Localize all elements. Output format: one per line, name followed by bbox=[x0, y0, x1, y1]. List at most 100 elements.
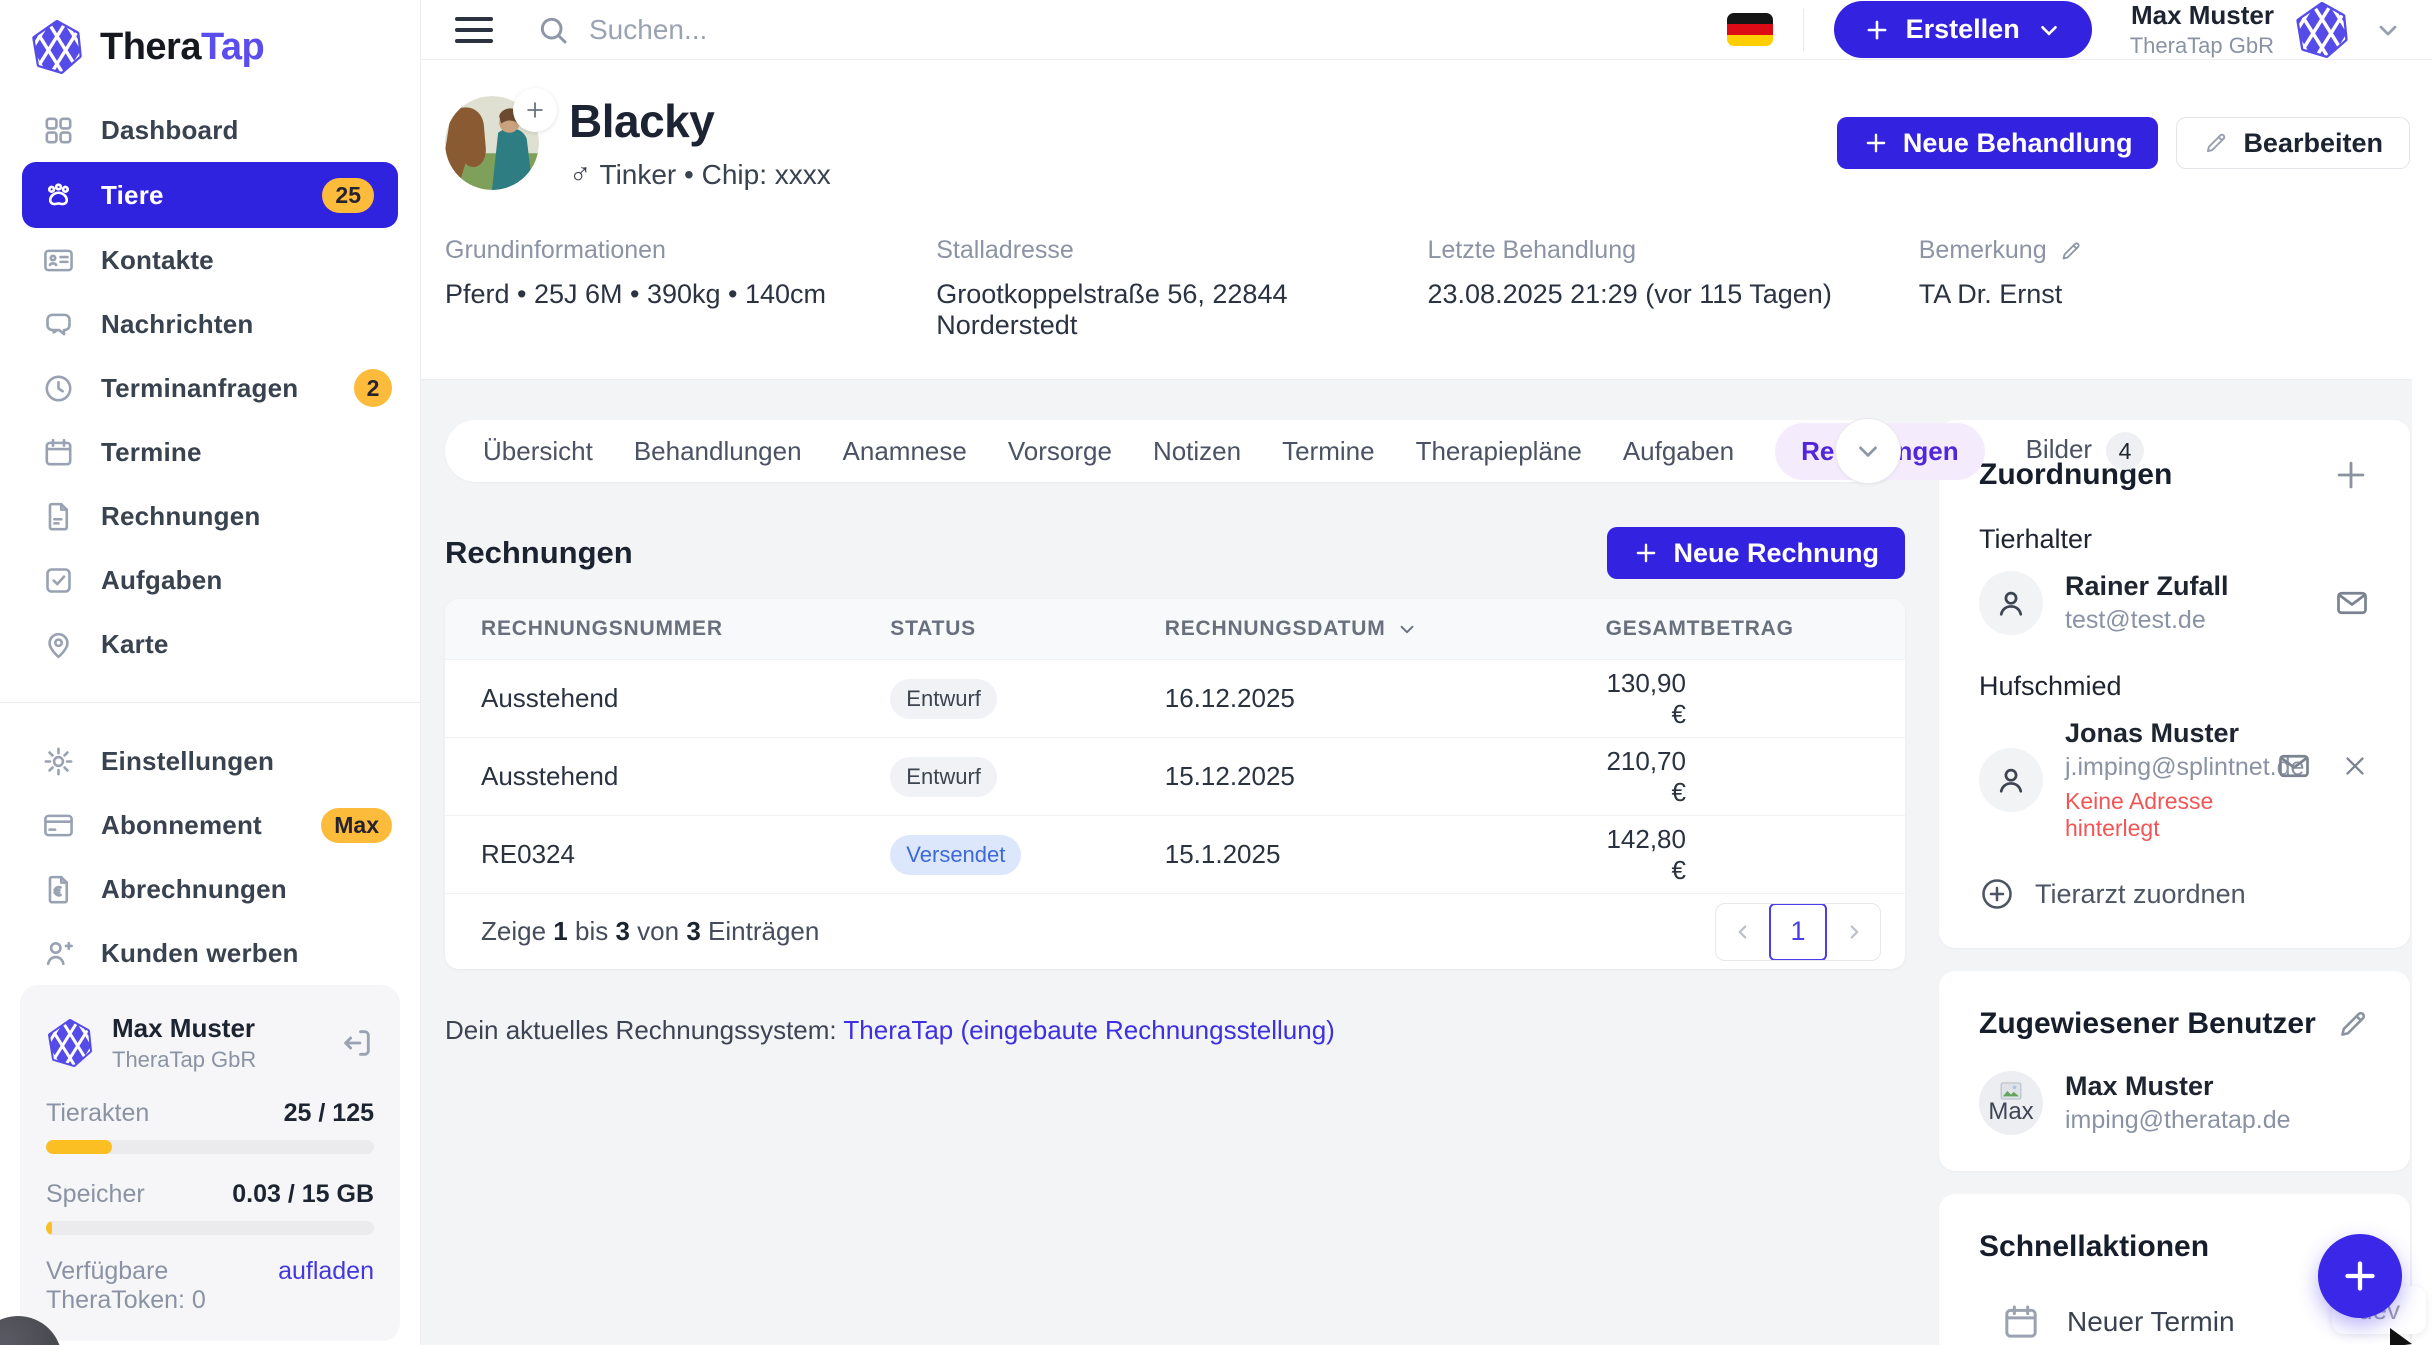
paw-icon bbox=[42, 179, 75, 212]
pencil-icon bbox=[2203, 130, 2229, 156]
sidebar-item-abonnement[interactable]: Abonnement Max bbox=[0, 793, 420, 857]
info-grundinformationen: Grundinformationen Pferd • 25J 6M • 390k… bbox=[445, 236, 827, 309]
search-input[interactable] bbox=[589, 13, 1149, 46]
person-email: test@test.de bbox=[2065, 606, 2206, 634]
pagination: 1 bbox=[1715, 902, 1881, 961]
create-button[interactable]: Erstellen bbox=[1833, 1, 2092, 58]
tab-termine[interactable]: Termine bbox=[1282, 435, 1375, 466]
role-label-tierhalter: Tierhalter bbox=[1979, 524, 2093, 554]
info-bemerkung: Bemerkung TA Dr. Ernst bbox=[1919, 236, 2410, 341]
edit-assigned-user-icon[interactable] bbox=[2336, 1007, 2370, 1041]
sidebar-item-kontakte[interactable]: Kontakte bbox=[0, 228, 420, 292]
status-badge: Entwurf bbox=[890, 756, 997, 797]
calendar-icon bbox=[2001, 1302, 2041, 1342]
add-assignment-icon[interactable] bbox=[2332, 456, 2370, 494]
next-page-button[interactable] bbox=[1827, 904, 1880, 960]
tab-uebersicht[interactable]: Übersicht bbox=[483, 435, 593, 466]
invoices-table-header: RECHNUNGSNUMMER STATUS RECHNUNGSDATUM GE… bbox=[445, 599, 1905, 659]
pencil-icon[interactable] bbox=[2059, 239, 2083, 263]
aufladen-link[interactable]: aufladen bbox=[278, 1257, 374, 1285]
sidebar-nav: Dashboard Tiere 25 Kontakte Nachrichten … bbox=[0, 98, 420, 985]
remove-icon[interactable] bbox=[2340, 751, 2370, 781]
search-icon bbox=[537, 14, 569, 46]
tab-notizen[interactable]: Notizen bbox=[1152, 435, 1242, 466]
topbar-user[interactable]: Max Muster TheraTap GbR bbox=[2129, 0, 2274, 58]
table-row[interactable]: RE0324 Versendet 15.1.2025 142,80 € bbox=[445, 815, 1905, 893]
tab-aufgaben[interactable]: Aufgaben bbox=[1622, 435, 1735, 466]
invoice-date: 15.1.2025 bbox=[1164, 839, 1281, 869]
sidebar-item-dashboard[interactable]: Dashboard bbox=[0, 98, 420, 162]
sidebar-item-aufgaben[interactable]: Aufgaben bbox=[0, 548, 420, 612]
invoice-amount: 130,90 € bbox=[1606, 667, 1686, 729]
plus-icon bbox=[1633, 540, 1659, 566]
menu-icon[interactable] bbox=[455, 10, 493, 50]
tab-bilder[interactable]: Bilder 4 bbox=[2026, 432, 2145, 470]
invoice-system-link[interactable]: TheraTap (eingebaute Rechnungsstellung) bbox=[843, 1015, 1335, 1045]
invoice-number: Ausstehend bbox=[481, 761, 619, 791]
add-photo-button[interactable] bbox=[513, 88, 557, 132]
chevron-right-icon bbox=[1843, 921, 1865, 943]
chevron-left-icon bbox=[1732, 921, 1754, 943]
tabbar-expand-button[interactable] bbox=[1835, 418, 1901, 484]
page-number[interactable]: 1 bbox=[1769, 903, 1827, 960]
person-name: Jonas Muster bbox=[2065, 718, 2240, 748]
plus-icon bbox=[1863, 130, 1889, 156]
tab-anamnese[interactable]: Anamnese bbox=[842, 435, 967, 466]
map-pin-icon bbox=[42, 628, 75, 661]
bilder-count-badge: 4 bbox=[2106, 432, 2145, 470]
language-flag-german[interactable] bbox=[1726, 13, 1773, 46]
sidebar-item-nachrichten[interactable]: Nachrichten bbox=[0, 292, 420, 356]
sidebar-item-tiere[interactable]: Tiere 25 bbox=[22, 162, 398, 228]
assignment-person-row: Rainer Zufall test@test.de bbox=[1979, 571, 2370, 635]
floating-add-button[interactable] bbox=[2318, 1234, 2402, 1318]
theratoken-label: Verfügbare TheraToken: 0 bbox=[46, 1257, 206, 1314]
sidebar-item-kunden-werben[interactable]: Kunden werben bbox=[0, 921, 420, 985]
brand[interactable]: TheraTap bbox=[0, 0, 420, 74]
mail-icon[interactable] bbox=[2334, 585, 2370, 621]
patient-photo[interactable] bbox=[445, 88, 557, 190]
theratap-logo-icon bbox=[30, 20, 84, 74]
speicher-progress-track bbox=[46, 1221, 374, 1235]
table-row[interactable]: Ausstehend Entwurf 15.12.2025 210,70 € bbox=[445, 737, 1905, 815]
edit-button[interactable]: Bearbeiten bbox=[2176, 117, 2410, 169]
sidebar-item-abrechnungen[interactable]: Abrechnungen bbox=[0, 857, 420, 921]
scrollbar-track[interactable] bbox=[2412, 91, 2432, 1345]
quick-action-neuer-termin[interactable]: Neuer Termin bbox=[1979, 1302, 2370, 1342]
column-status[interactable]: STATUS bbox=[890, 617, 976, 640]
sidebar-item-rechnungen[interactable]: Rechnungen bbox=[0, 484, 420, 548]
assignments-card: Zuordnungen Tierhalter Rainer Zufall tes… bbox=[1939, 420, 2410, 948]
patient-name: Blacky bbox=[569, 95, 715, 147]
mail-icon[interactable] bbox=[2276, 748, 2312, 784]
assigned-user-title: Zugewiesener Benutzer bbox=[1979, 1007, 2316, 1040]
person-email: imping@theratap.de bbox=[2065, 1106, 2291, 1134]
assign-vet-button[interactable]: Tierarzt zuordnen bbox=[1979, 876, 2370, 912]
table-row[interactable]: Ausstehend Entwurf 16.12.2025 130,90 € bbox=[445, 659, 1905, 737]
patient-info-grid: Grundinformationen Pferd • 25J 6M • 390k… bbox=[445, 236, 2410, 341]
previous-page-button[interactable] bbox=[1716, 904, 1769, 960]
status-badge: Entwurf bbox=[890, 678, 997, 719]
person-name: Rainer Zufall bbox=[2065, 571, 2229, 601]
column-rechnungsdatum[interactable]: RECHNUNGSDATUM bbox=[1165, 617, 1606, 641]
tierakten-progress-track bbox=[46, 1140, 374, 1154]
tab-therapieplaene[interactable]: Therapiepläne bbox=[1415, 435, 1582, 466]
sidebar: TheraTap Dashboard Tiere 25 Kontakte Nac… bbox=[0, 0, 421, 1345]
new-treatment-button[interactable]: Neue Behandlung bbox=[1836, 117, 2159, 169]
user-menu-chevron-icon[interactable] bbox=[2374, 16, 2402, 44]
user-avatar[interactable] bbox=[2294, 2, 2350, 58]
sidebar-item-einstellungen[interactable]: Einstellungen bbox=[0, 729, 420, 793]
column-rechnungsnummer[interactable]: RECHNUNGSNUMMER bbox=[481, 617, 723, 640]
sidebar-item-terminanfragen[interactable]: Terminanfragen 2 bbox=[0, 356, 420, 420]
tab-behandlungen[interactable]: Behandlungen bbox=[633, 435, 802, 466]
sidebar-item-karte[interactable]: Karte bbox=[0, 612, 420, 676]
assigned-user-card: Zugewiesener Benutzer Max Max Muster imp… bbox=[1939, 971, 2410, 1171]
person-avatar bbox=[1979, 748, 2043, 812]
assignment-person-row: Jonas Muster j.imping@splintnet.de Keine… bbox=[1979, 718, 2370, 842]
invoice-icon bbox=[42, 500, 75, 533]
logout-icon[interactable] bbox=[340, 1026, 374, 1060]
sort-chevron-icon[interactable] bbox=[1396, 618, 1418, 640]
sidebar-item-termine[interactable]: Termine bbox=[0, 420, 420, 484]
tab-vorsorge[interactable]: Vorsorge bbox=[1007, 435, 1112, 466]
column-gesamtbetrag[interactable]: GESAMTBETRAG bbox=[1605, 617, 1794, 640]
new-invoice-button[interactable]: Neue Rechnung bbox=[1607, 527, 1905, 579]
